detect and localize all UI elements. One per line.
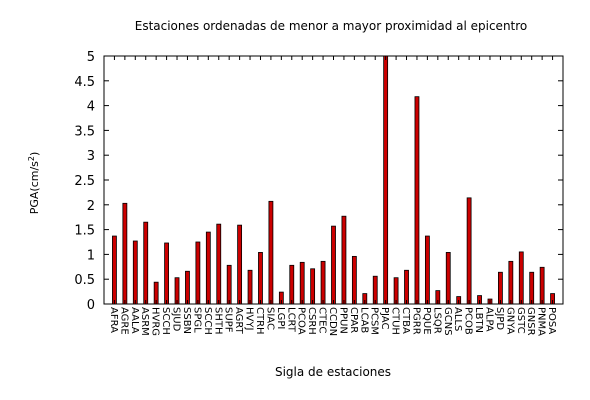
bar-lcrt bbox=[289, 264, 295, 305]
bars-group bbox=[112, 55, 555, 305]
bar-gstc bbox=[518, 251, 524, 305]
bar-afra bbox=[112, 235, 117, 305]
x-tick-label: SUPF bbox=[223, 307, 234, 333]
x-tick-label: ASRM bbox=[139, 307, 150, 336]
bar-ssbn bbox=[185, 270, 190, 305]
bar-ppun bbox=[341, 215, 347, 305]
x-tick-label: HVYJ bbox=[244, 307, 255, 330]
bar-pgrr bbox=[414, 96, 420, 305]
bar-scch bbox=[205, 231, 211, 305]
x-tick-label: PPUN bbox=[337, 307, 348, 334]
x-tick-label: POSA bbox=[546, 307, 557, 334]
bar-spgl bbox=[195, 241, 201, 305]
y-tick-label: 1.5 bbox=[74, 224, 95, 239]
x-tick-label: CTRH bbox=[254, 307, 265, 335]
bar-sjpd bbox=[498, 271, 503, 305]
x-tick-label: PNMA bbox=[536, 307, 547, 336]
x-tick-label: PCOB bbox=[463, 307, 474, 335]
bar-gcns bbox=[445, 252, 451, 305]
bar-asrm bbox=[143, 221, 149, 305]
bar-agre bbox=[122, 202, 128, 305]
x-tick-label: PCOA bbox=[296, 307, 307, 335]
x-tick-label: HVRG bbox=[150, 307, 161, 336]
x-tick-label: SJUD bbox=[171, 307, 182, 332]
bar-pjac bbox=[383, 55, 389, 305]
x-tick-label: GNSR bbox=[525, 307, 536, 336]
x-tick-label: SIAC bbox=[264, 307, 275, 330]
x-tick-label: SCCH bbox=[160, 307, 171, 335]
y-axis-ticks: 0 0.5 1 1.5 2 2.5 3 3.5 4 4.5 5 bbox=[74, 50, 563, 313]
x-tick-label: SCCH bbox=[202, 307, 213, 335]
x-tick-label: AGRT bbox=[233, 307, 244, 335]
bar-pnma bbox=[539, 266, 545, 305]
x-tick-label: SJPD bbox=[494, 307, 505, 330]
x-tick-label: AFRA bbox=[108, 307, 119, 333]
y-tick-label: 2 bbox=[87, 199, 95, 214]
x-tick-label: CTUH bbox=[390, 307, 401, 335]
bar-ccdn bbox=[331, 225, 336, 305]
y-tick-label: 4.5 bbox=[74, 75, 95, 90]
x-tick-label: CTEC bbox=[317, 307, 328, 333]
y-tick-label: 3 bbox=[87, 149, 95, 164]
bar-csrh bbox=[310, 268, 316, 305]
x-tick-label: PGRR bbox=[410, 307, 421, 335]
x-tick-label: LGPI bbox=[275, 307, 286, 329]
bar-siac bbox=[268, 200, 274, 305]
y-tick-label: 1 bbox=[87, 248, 95, 263]
bar-aala bbox=[132, 240, 138, 305]
x-tick-label: LCRT bbox=[285, 307, 296, 333]
y-tick-label: 2.5 bbox=[74, 174, 95, 189]
x-tick-label: GNYA bbox=[504, 307, 515, 335]
x-tick-label: PJAC bbox=[379, 307, 390, 329]
bar-pcsm bbox=[372, 275, 378, 305]
y-tick-label: 4 bbox=[87, 100, 95, 115]
x-tick-label: ALLS bbox=[452, 307, 463, 331]
y-axis-label-superscript: 2 bbox=[27, 156, 36, 161]
x-tick-label: SPGL bbox=[191, 307, 202, 333]
x-tick-label: CCDN bbox=[327, 307, 338, 336]
bar-scch bbox=[164, 242, 169, 305]
bar-pcob bbox=[466, 197, 472, 305]
y-axis-label-close: ) bbox=[28, 152, 41, 156]
y-tick-label: 5 bbox=[87, 50, 95, 65]
x-axis-ticks: AFRA AGRE AALA ASRM HVRG SCCH SJUD SSBN SPGL SCCH… bbox=[108, 56, 557, 336]
bar-pque bbox=[424, 235, 430, 305]
x-tick-label: GSTC bbox=[515, 307, 526, 334]
x-tick-label: AALA bbox=[129, 307, 140, 334]
bar-cpar bbox=[351, 255, 357, 305]
x-tick-label: GCNS bbox=[442, 307, 453, 336]
bar-agrt bbox=[237, 224, 243, 305]
x-tick-label: LCAB bbox=[358, 307, 369, 333]
bar-ctba bbox=[404, 269, 409, 305]
y-axis-label: PGA(cm/s2) bbox=[27, 152, 41, 215]
x-tick-label: LBTN bbox=[473, 307, 484, 333]
bar-gnsr bbox=[529, 271, 535, 305]
bar-supf bbox=[226, 264, 232, 305]
y-tick-label: 0 bbox=[87, 298, 95, 313]
x-tick-label: CTBA bbox=[400, 307, 411, 334]
x-tick-label: CSRH bbox=[306, 307, 317, 335]
bar-pcoa bbox=[299, 261, 305, 305]
y-tick-label: 0.5 bbox=[74, 273, 95, 288]
y-tick-label: 3.5 bbox=[74, 124, 95, 139]
x-tick-label: CPAR bbox=[348, 307, 359, 333]
bar-ctrh bbox=[258, 252, 263, 305]
x-axis-label: Sigla de estaciones bbox=[275, 365, 391, 379]
x-tick-label: AGRE bbox=[118, 307, 129, 335]
x-tick-label: SSBN bbox=[181, 307, 192, 334]
bar-hvyj bbox=[247, 269, 253, 305]
x-tick-label: SHTH bbox=[212, 307, 223, 335]
bar-ctec bbox=[320, 260, 326, 305]
y-axis-label-base: PGA(cm/s bbox=[28, 161, 41, 214]
x-tick-label: PCSM bbox=[369, 307, 380, 335]
x-tick-label: LSQR bbox=[431, 307, 442, 334]
bar-gnya bbox=[508, 260, 514, 305]
bar-shth bbox=[216, 223, 222, 305]
x-tick-label: ALPA bbox=[483, 307, 494, 332]
chart-title: Estaciones ordenadas de menor a mayor pr… bbox=[135, 19, 528, 33]
x-tick-label: PQUE bbox=[421, 307, 432, 335]
